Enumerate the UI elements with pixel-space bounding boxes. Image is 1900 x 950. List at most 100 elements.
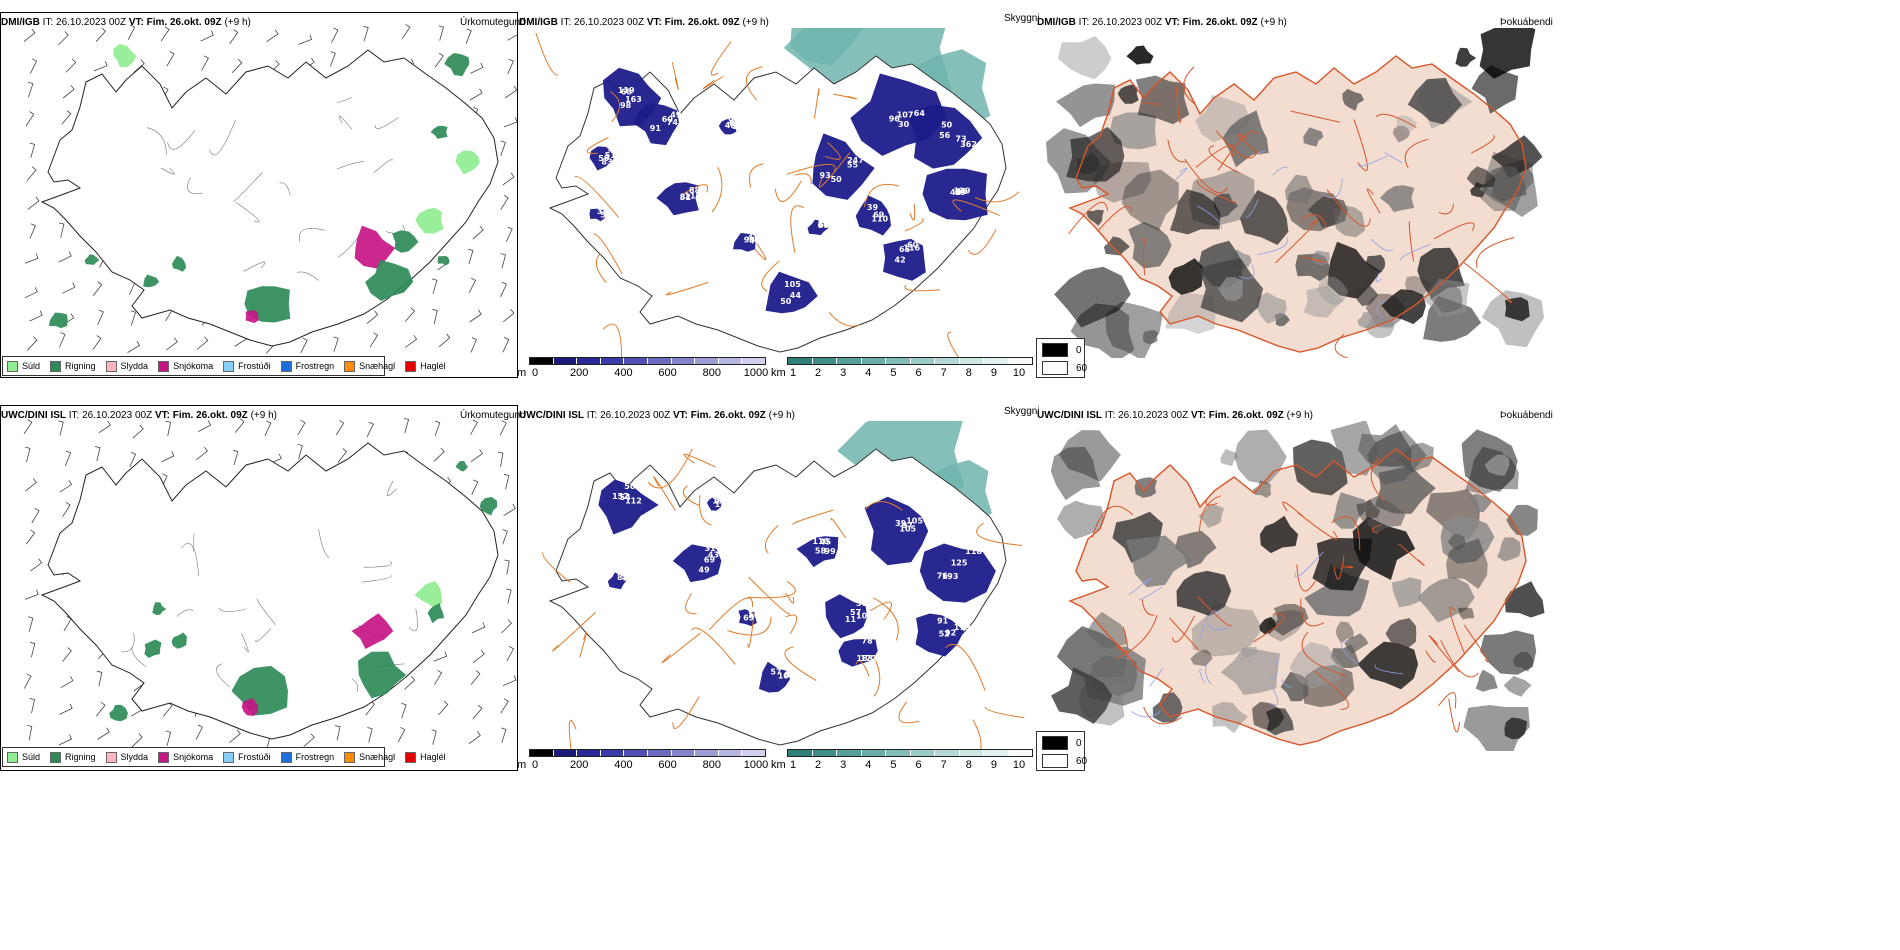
road-line xyxy=(593,233,623,275)
fog-area xyxy=(1327,241,1381,299)
wind-barb xyxy=(465,28,472,44)
map-frame xyxy=(0,12,518,378)
road-line xyxy=(1404,138,1429,169)
model-name: DMI/IGB xyxy=(1037,17,1076,28)
fog-area xyxy=(1420,278,1470,318)
fog-area xyxy=(1054,266,1131,328)
colorbar-tick: 5 xyxy=(890,759,897,771)
fog-area xyxy=(1126,45,1154,65)
cloudbase-value: 97 xyxy=(902,521,913,530)
cloudbase-area xyxy=(589,208,605,222)
wind-barb xyxy=(59,703,73,715)
wind-barb xyxy=(165,420,172,437)
wind-barb xyxy=(95,701,106,717)
cloudbase-colorbar-top: m 0 200 400 600 800 1000 xyxy=(517,357,769,383)
road-line xyxy=(1300,598,1325,627)
cloudbase-value: 99 xyxy=(955,188,967,197)
road-line xyxy=(1141,599,1155,616)
wind-barb xyxy=(129,451,137,468)
fog-area xyxy=(1504,297,1530,322)
wind-barb xyxy=(502,172,515,186)
wind-barb xyxy=(24,287,38,299)
road-line xyxy=(1297,511,1338,540)
road-line xyxy=(685,593,697,615)
road-line xyxy=(1196,178,1237,204)
fog-area xyxy=(1504,717,1528,740)
road-line xyxy=(727,616,772,636)
cloudbase-value: 56 xyxy=(714,496,726,505)
wind-barb xyxy=(165,337,178,351)
cloudbase-value: 39 xyxy=(867,203,879,212)
river-line xyxy=(160,167,175,175)
cloudbase-area xyxy=(718,118,737,135)
road-line xyxy=(785,592,795,604)
colorbar-tick: 7 xyxy=(940,367,947,379)
precip-area xyxy=(113,43,137,68)
legend-label: Haglél xyxy=(420,752,446,762)
colorbar-tick: 0 xyxy=(531,759,539,771)
river-line xyxy=(279,182,291,196)
wind-barb xyxy=(367,727,373,743)
model-name: UWC/DINI ISL xyxy=(519,410,584,421)
wind-barb xyxy=(127,24,136,40)
wind-barb xyxy=(59,332,66,348)
wind-barb xyxy=(501,727,507,743)
lead-time: (+9 h) xyxy=(742,17,769,28)
road-line xyxy=(1114,626,1129,653)
fog-area xyxy=(1504,581,1545,618)
legend-item: Frostregn xyxy=(280,751,334,763)
road-line xyxy=(708,597,753,631)
wind-barb xyxy=(335,725,341,741)
cloudbase-value: 82 xyxy=(680,192,691,201)
cloud-title-bottom: Skyggni xyxy=(1004,406,1040,417)
cloudbase-value: 103 xyxy=(623,573,640,582)
fog-legend-item: 0 xyxy=(1042,343,1082,357)
road-line xyxy=(1215,130,1258,159)
fog-area xyxy=(1125,535,1192,588)
cloudbase-area xyxy=(598,479,659,535)
river-line xyxy=(1257,237,1288,255)
wind-barb xyxy=(92,335,102,351)
wind-barb xyxy=(200,30,214,42)
cloudbase-value: 112 xyxy=(625,497,642,506)
wind-barb xyxy=(471,479,479,495)
wind-barb xyxy=(498,451,504,467)
road-line xyxy=(1371,524,1382,534)
road-line xyxy=(666,281,709,296)
colorbar-tick: 9 xyxy=(990,759,997,771)
fog-area xyxy=(1117,84,1139,104)
cloudbase-value: 96 xyxy=(728,116,740,125)
fog-area xyxy=(1469,493,1492,513)
fog-area xyxy=(1303,285,1344,318)
road-line xyxy=(761,260,780,292)
cloudbase-value: 193 xyxy=(942,572,959,581)
init-time: IT: 26.10.2023 00Z xyxy=(586,410,671,421)
road-line xyxy=(855,660,870,677)
road-line xyxy=(976,522,1023,546)
lead-time: (+9 h) xyxy=(224,17,251,28)
legend-item: Rigning xyxy=(50,751,96,763)
fog-area xyxy=(1455,47,1477,67)
road-line xyxy=(898,701,920,724)
wind-barb xyxy=(298,34,313,45)
wind-barb xyxy=(472,649,485,663)
river-line xyxy=(241,633,249,653)
legend-label: Súld xyxy=(22,361,41,371)
road-line xyxy=(1282,501,1304,517)
road-line xyxy=(792,509,834,525)
colorbar-tick: 10 xyxy=(1012,759,1026,771)
precip-title-top: Úrkomutegund xyxy=(460,17,526,28)
wind-barb xyxy=(432,308,438,325)
road-line xyxy=(552,611,597,652)
precip-area xyxy=(351,613,394,649)
cloudbase-value: 51 xyxy=(680,193,692,202)
road-line xyxy=(1408,221,1415,262)
wind-barb xyxy=(401,24,411,40)
precip-area xyxy=(241,698,259,716)
cloudbase-value: 114 xyxy=(748,610,765,619)
river-line xyxy=(1358,155,1388,167)
wind-barb xyxy=(431,278,438,294)
road-line xyxy=(1301,214,1327,228)
road-line xyxy=(710,41,732,76)
cloudbase-value: 110 xyxy=(715,500,732,509)
